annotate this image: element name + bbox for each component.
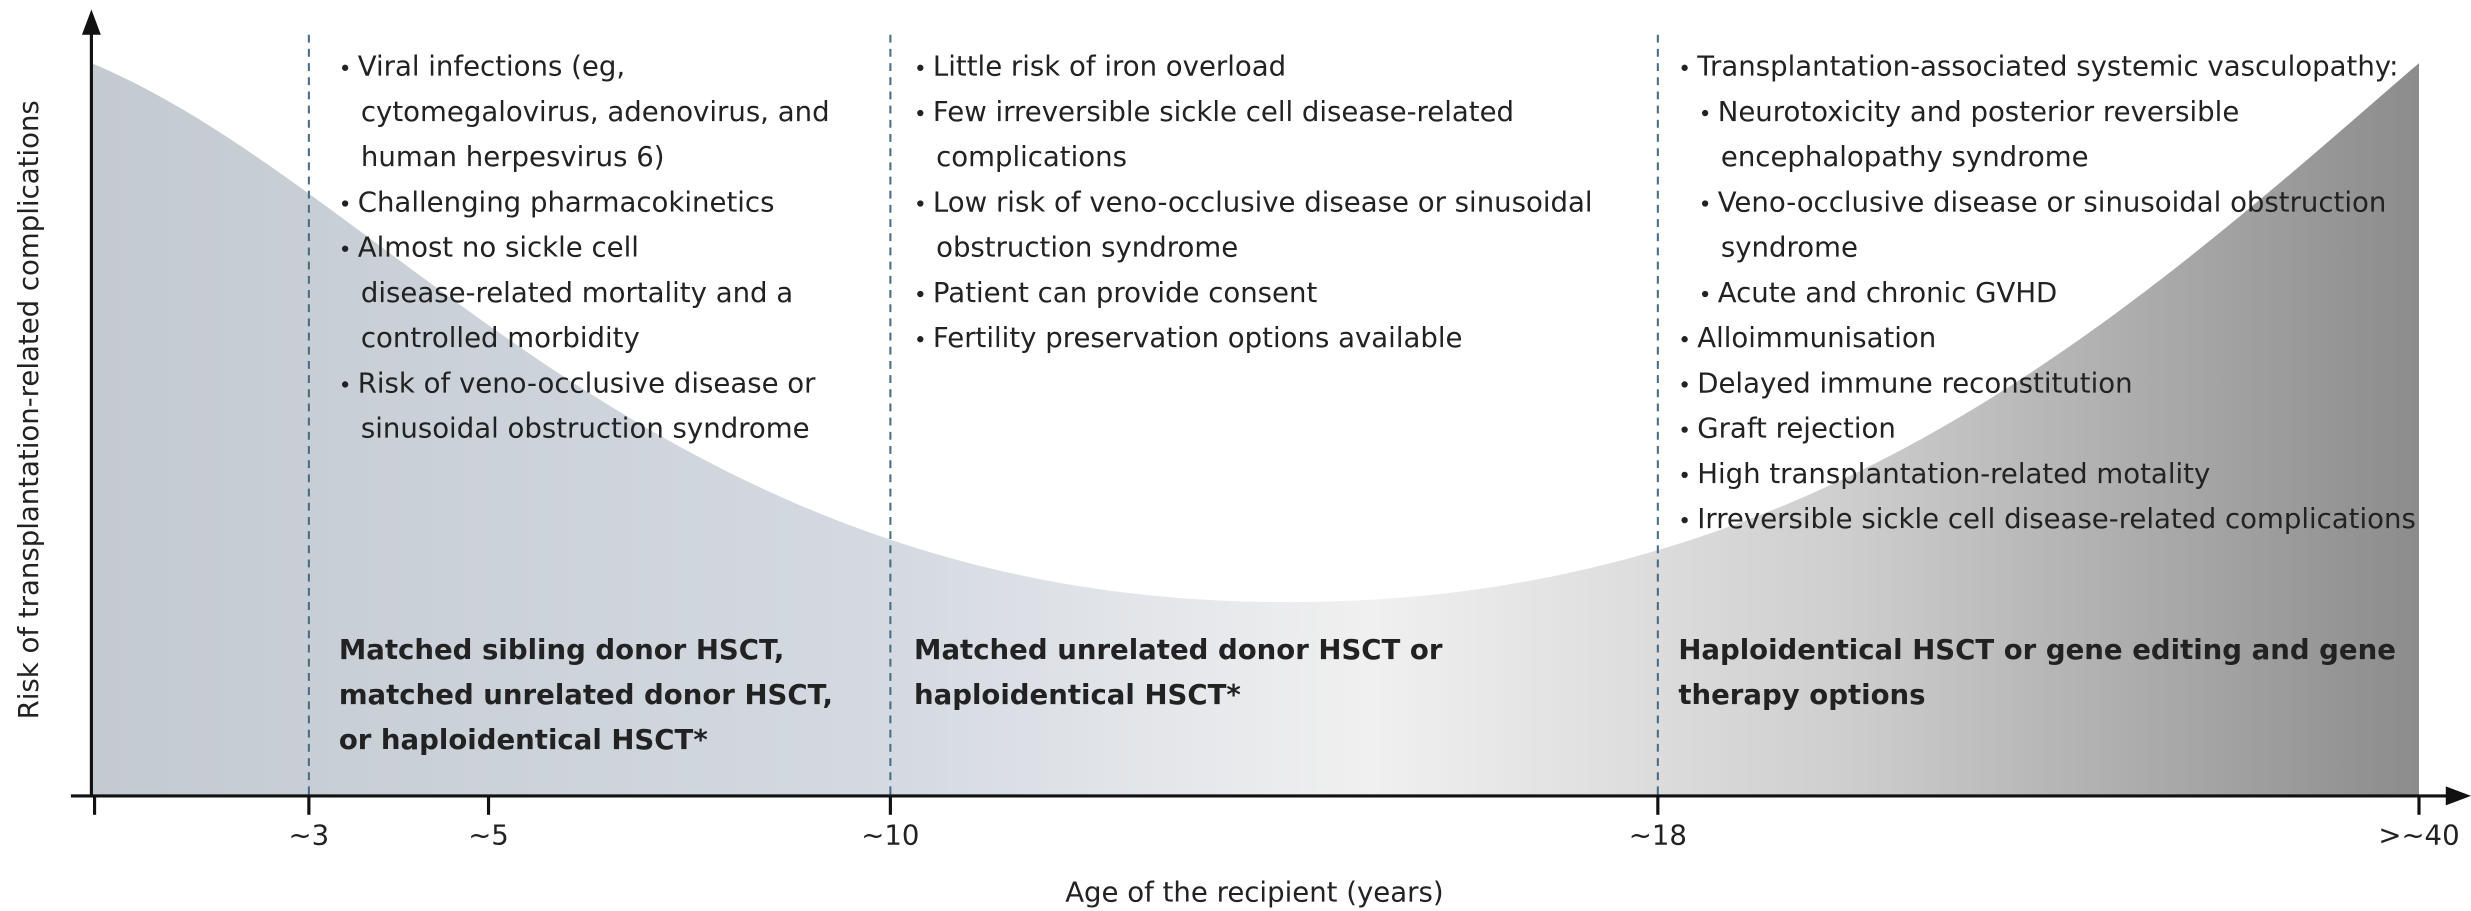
x-tick-label: ~3 (289, 819, 330, 852)
bullet (1681, 64, 1688, 71)
bullet (1681, 426, 1688, 433)
bullet-text: Transplantation-associated systemic vasc… (1696, 50, 2398, 83)
axes (70, 28, 2453, 798)
bullet (1701, 109, 1709, 117)
bullet-text: Alloimmunisation (1697, 321, 1936, 354)
bullet-text: obstruction syndrome (936, 231, 1238, 264)
bullet-text: sinusoidal obstruction syndrome (361, 412, 810, 445)
bullet (917, 109, 924, 117)
recommendation: Matched sibling donor HSCT, (339, 633, 785, 666)
y-arrow (81, 9, 101, 35)
bullet-text: syndrome (1721, 231, 1858, 264)
bullet-text: Irreversible sickle cell disease-related… (1697, 502, 2416, 535)
bullet (917, 290, 924, 298)
bullet (917, 64, 924, 71)
x-tick-label: ~10 (861, 819, 919, 852)
bullet-text: Veno-occlusive disease or sinusoidal obs… (1718, 185, 2387, 218)
bullet-text: encephalopathy syndrome (1721, 140, 2089, 173)
bullet-text: Viral infections (eg, (358, 50, 625, 83)
y-axis-label: Risk of transplantation-related complica… (12, 100, 45, 719)
recommendation: Haploidentical HSCT or gene editing and … (1678, 633, 2396, 666)
bullet-text: High transplantation-related motality (1697, 457, 2210, 490)
bullet (917, 200, 924, 207)
bullet-text: Risk of veno-occlusive disease or (358, 366, 816, 399)
bullet-text: controlled morbidity (361, 321, 640, 354)
x-tick-label: ~18 (1629, 819, 1687, 852)
bullet-text: Few irreversible sickle cell disease-rel… (933, 95, 1514, 128)
x-arrow (2445, 786, 2471, 806)
bullet (1681, 381, 1688, 388)
recommendation: or haploidentical HSCT* (339, 723, 708, 756)
bullet (341, 200, 349, 207)
recommendation: Matched unrelated donor HSCT or (914, 633, 1443, 666)
bullet-text: Acute and chronic GVHD (1718, 276, 2058, 309)
recommendation: haploidentical HSCT* (914, 678, 1241, 711)
risk-curve (91, 63, 2419, 796)
bullet-text: Neurotoxicity and posterior reversible (1718, 95, 2240, 128)
bullet-text: Delayed immune reconstitution (1697, 366, 2132, 399)
bullet-text: Fertility preservation options available (933, 321, 1463, 354)
x-tick-label: ~5 (468, 819, 509, 852)
bullet (917, 336, 924, 343)
bullet-text: complications (936, 140, 1127, 173)
bullet-text: cytomegalovirus, adenovirus, and (361, 95, 830, 128)
bullet (1681, 471, 1688, 479)
bullet (1681, 336, 1688, 343)
bullet (341, 64, 349, 71)
recommendation: matched unrelated donor HSCT, (339, 678, 833, 711)
bullet-text: Patient can provide consent (933, 276, 1318, 309)
bullet-text: Low risk of veno-occlusive disease or si… (933, 185, 1593, 218)
bullet-text: Challenging pharmacokinetics (358, 185, 775, 218)
bullet (1701, 200, 1709, 207)
bullet-text: Almost no sickle cell (358, 231, 639, 264)
bullet-text: human herpesvirus 6) (361, 140, 665, 173)
recommendation: therapy options (1678, 678, 1925, 711)
bullet (1701, 290, 1709, 298)
bullet-text: Little risk of iron overload (933, 50, 1286, 83)
x-tick-label: >~40 (2378, 819, 2459, 852)
bullet-text: Graft rejection (1697, 412, 1896, 445)
bullet (1681, 516, 1688, 524)
bullet (341, 381, 349, 388)
bullet-text: disease-related mortality and a (361, 276, 793, 309)
x-axis-label: Age of the recipient (years) (1065, 875, 1443, 908)
bullet (341, 245, 349, 252)
